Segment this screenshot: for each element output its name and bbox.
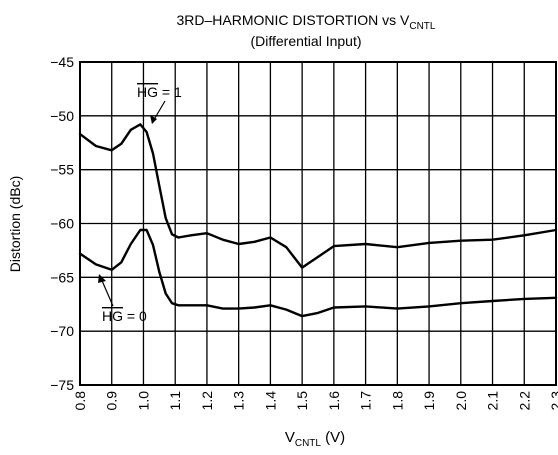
x-tick-label: 0.8 bbox=[72, 391, 88, 411]
plot-frame bbox=[79, 61, 557, 386]
chart-subtitle: (Differential Input) bbox=[250, 33, 361, 49]
y-tick-label: −75 bbox=[50, 377, 74, 393]
annotation-hg1-label: HG = 1 bbox=[137, 84, 182, 100]
y-tick-labels: −45 −50 −55 −60 −65 −70 −75 bbox=[50, 54, 74, 393]
annotation-hg1-arrowhead bbox=[150, 115, 157, 124]
y-tick-label: −45 bbox=[50, 54, 74, 70]
y-tick-label: −65 bbox=[50, 269, 74, 285]
chart-title-main: 3RD–HARMONIC DISTORTION vs VCNTL bbox=[177, 12, 436, 32]
y-tick-label: −55 bbox=[50, 162, 74, 178]
annotation-hg1: HG = 1 bbox=[137, 84, 182, 124]
chart-title: 3RD–HARMONIC DISTORTION vs VCNTL (Differ… bbox=[177, 12, 436, 49]
y-tick-label: −70 bbox=[50, 323, 74, 339]
series-lines bbox=[78, 123, 558, 318]
x-tick-label: 1.6 bbox=[326, 391, 342, 411]
x-tick-label: 1.5 bbox=[294, 391, 310, 411]
y-tick-label: −60 bbox=[50, 216, 74, 232]
annotation-hg0: HG = 0 bbox=[98, 274, 147, 324]
series-line-hg0 bbox=[78, 228, 558, 318]
grid bbox=[79, 61, 557, 386]
x-tick-label: 1.4 bbox=[262, 391, 278, 411]
x-tick-label: 1.1 bbox=[167, 391, 183, 411]
x-tick-label: 0.9 bbox=[104, 391, 120, 411]
x-tick-label: 2.1 bbox=[485, 391, 501, 411]
series-line-hg1 bbox=[78, 123, 558, 269]
x-tick-labels: 0.8 0.9 1.0 1.1 1.2 1.3 1.4 1.5 1.6 1.7 1.8 1.9 2.0 2… bbox=[72, 391, 558, 411]
x-tick-label: 2.0 bbox=[453, 391, 469, 411]
x-tick-label: 1.3 bbox=[231, 391, 247, 411]
y-axis-label: Distortion (dBc) bbox=[7, 176, 23, 272]
x-tick-label: 1.2 bbox=[199, 391, 215, 411]
x-tick-label: 1.0 bbox=[135, 391, 151, 411]
x-tick-label: 1.8 bbox=[389, 391, 405, 411]
x-axis-label: VCNTL (V) bbox=[285, 429, 345, 449]
x-tick-label: 1.9 bbox=[421, 391, 437, 411]
x-tick-label: 1.7 bbox=[358, 391, 374, 411]
x-tick-label: 2.2 bbox=[516, 391, 532, 411]
annotation-hg0-label: HG = 0 bbox=[102, 308, 147, 324]
annotation-hg0-arrowhead bbox=[98, 274, 106, 283]
y-tick-label: −50 bbox=[50, 108, 74, 124]
x-tick-label: 2.3 bbox=[548, 391, 558, 411]
